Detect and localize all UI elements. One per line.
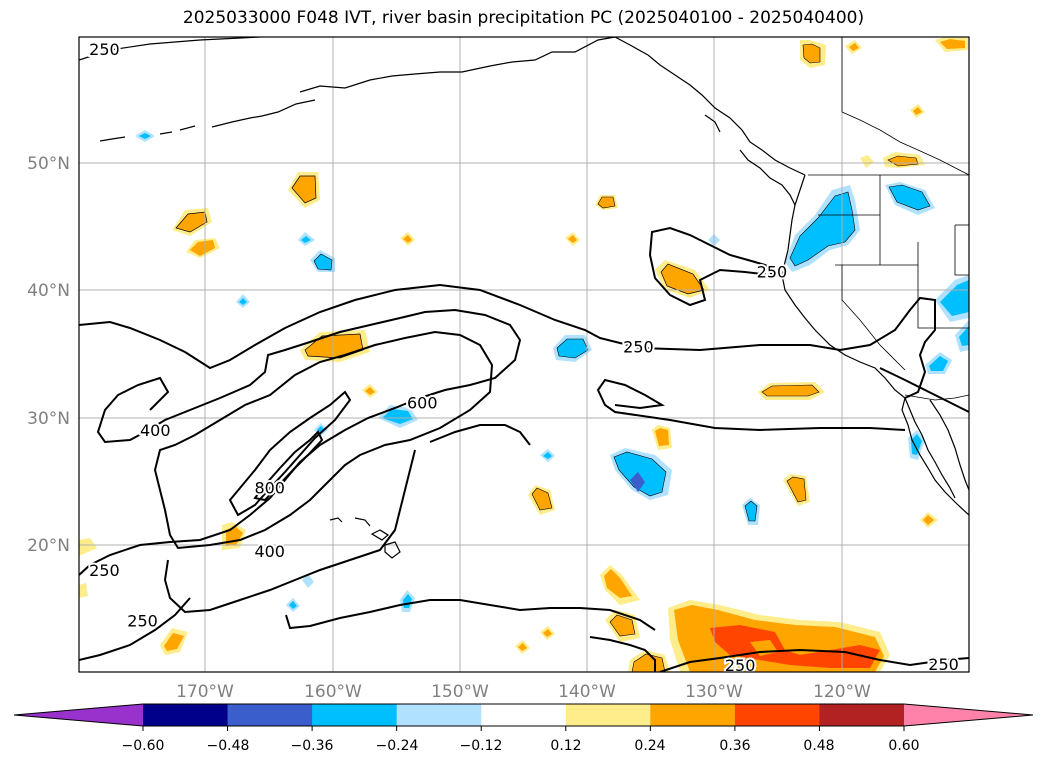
longitude-tick-labels: 170°W 160°W 150°W 140°W 130°W 120°W (176, 682, 871, 702)
lat-tick-label: 40°N (27, 281, 70, 301)
colorbar-segment (650, 704, 736, 726)
colorbar-tick-label: 0.12 (550, 738, 581, 754)
colorbar-tick-label: 0.24 (634, 738, 665, 754)
colorbar-segment (143, 704, 229, 726)
map-gridlines (79, 37, 969, 672)
colorbar-segment (734, 704, 820, 726)
contour-label: 250 (928, 655, 959, 674)
political-borders (808, 37, 969, 401)
colorbar-tick-labels: −0.60 −0.48 −0.36 −0.24 −0.12 0.12 0.24 … (122, 738, 920, 754)
lon-tick-label: 160°W (304, 682, 362, 702)
colorbar-tick-label: −0.48 (207, 738, 250, 754)
coastlines (79, 37, 969, 559)
colorbar-tick-label: 0.60 (888, 738, 919, 754)
negative-precip-patches (135, 130, 969, 612)
precip-shading (79, 37, 969, 672)
colorbar-segment (565, 704, 651, 726)
colorbar-extend-high (904, 704, 1033, 726)
lat-tick-label: 30°N (27, 409, 70, 429)
colorbar-segment (819, 704, 905, 726)
map-frame (78, 36, 970, 673)
lat-tick-label: 50°N (27, 154, 70, 174)
ivt-contours (79, 226, 969, 672)
colorbar-segment (481, 704, 567, 726)
colorbar-segment (312, 704, 398, 726)
contour-label: 250 (623, 337, 654, 356)
colorbar-tick-label: 0.48 (803, 738, 834, 754)
positive-precip-patches (79, 37, 968, 672)
contour-label: 250 (89, 561, 120, 580)
colorbar-segment (227, 704, 313, 726)
colorbar-extend-low (14, 704, 143, 726)
colorbar-tick-label: −0.60 (122, 738, 165, 754)
lon-tick-label: 140°W (558, 682, 616, 702)
contour-label: 250 (89, 40, 120, 59)
latitude-tick-labels: 50°N 40°N 30°N 20°N (27, 154, 70, 556)
lat-tick-label: 20°N (27, 536, 70, 556)
contour-label: 250 (757, 262, 788, 281)
lon-tick-label: 130°W (685, 682, 743, 702)
contour-label: 250 (127, 612, 158, 631)
lon-tick-label: 120°W (813, 682, 871, 702)
map-title: 2025033000 F048 IVT, river basin precipi… (182, 8, 865, 28)
colorbar-tick-label: −0.12 (460, 738, 503, 754)
contour-label: 400 (254, 542, 285, 561)
colorbar (13, 703, 1034, 731)
contour-label: 800 (254, 478, 285, 497)
colorbar-tick-label: −0.36 (291, 738, 334, 754)
contour-label: 600 (407, 393, 438, 412)
contour-label: 400 (140, 421, 171, 440)
colorbar-segment (396, 704, 482, 726)
lon-tick-label: 150°W (431, 682, 489, 702)
colorbar-tick-label: 0.36 (719, 738, 750, 754)
lon-tick-label: 170°W (176, 682, 234, 702)
colorbar-tick-label: −0.24 (376, 738, 419, 754)
